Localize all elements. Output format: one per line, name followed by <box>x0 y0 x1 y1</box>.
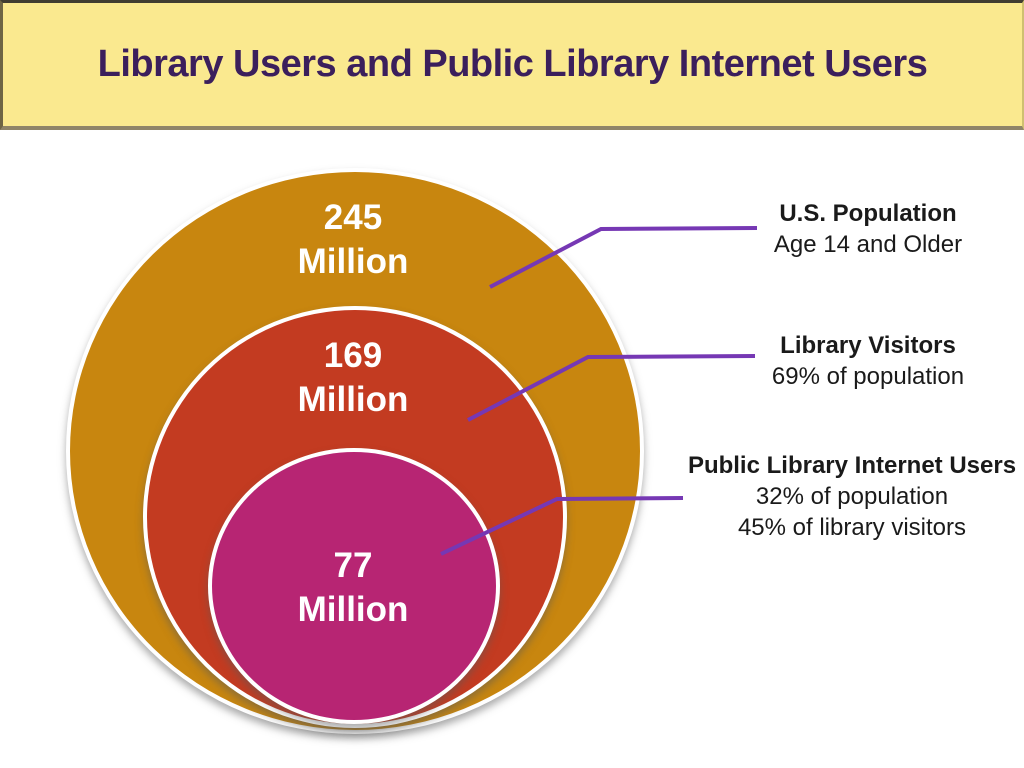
callout-detail: 69% of population <box>771 363 965 390</box>
circle-internet-users <box>208 448 500 724</box>
callout-detail: Age 14 and Older <box>773 231 963 258</box>
callout-us-population: U.S. Population Age 14 and Older <box>738 198 998 260</box>
value-us-population: 245 Million <box>203 196 503 284</box>
callout-heading: Library Visitors <box>780 332 956 359</box>
page-title: Library Users and Public Library Interne… <box>97 43 928 85</box>
value-number: 245 <box>323 198 383 237</box>
value-number: 77 <box>333 546 373 585</box>
callout-heading: Public Library Internet Users <box>687 452 1017 479</box>
callout-detail: 45% of library visitors <box>737 514 967 541</box>
callout-library-visitors: Library Visitors 69% of population <box>738 330 998 392</box>
callout-internet-users: Public Library Internet Users 32% of pop… <box>680 450 1024 543</box>
value-unit: Million <box>297 242 409 281</box>
value-unit: Million <box>297 590 409 629</box>
value-internet-users: 77 Million <box>203 544 503 632</box>
callout-heading: U.S. Population <box>779 200 957 227</box>
value-library-visitors: 169 Million <box>203 334 503 422</box>
value-number: 169 <box>323 336 383 375</box>
value-unit: Million <box>297 380 409 419</box>
callout-detail: 32% of population <box>755 483 949 510</box>
title-band: Library Users and Public Library Interne… <box>0 0 1024 130</box>
